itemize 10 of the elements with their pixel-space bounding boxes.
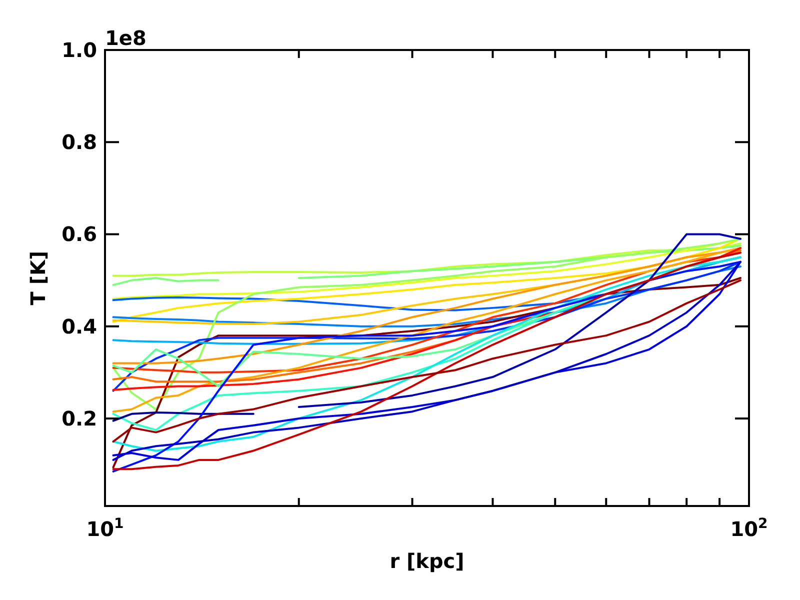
y-tick-label: 0.8 xyxy=(62,130,97,154)
x-axis-title: r [kpc] xyxy=(390,549,464,573)
annotation: 1e8 xyxy=(105,26,146,50)
y-axis-title: T [K] xyxy=(26,250,50,306)
x-tick-label: 10$^{2}$ xyxy=(730,516,768,541)
y-tick-label: 0.2 xyxy=(62,406,97,430)
y-tick-label: 0.4 xyxy=(62,314,97,338)
y-tick-label: 1.0 xyxy=(62,38,97,62)
y-tick-label: 0.6 xyxy=(62,222,97,246)
x-tick-label: 10$^{1}$ xyxy=(86,516,124,541)
